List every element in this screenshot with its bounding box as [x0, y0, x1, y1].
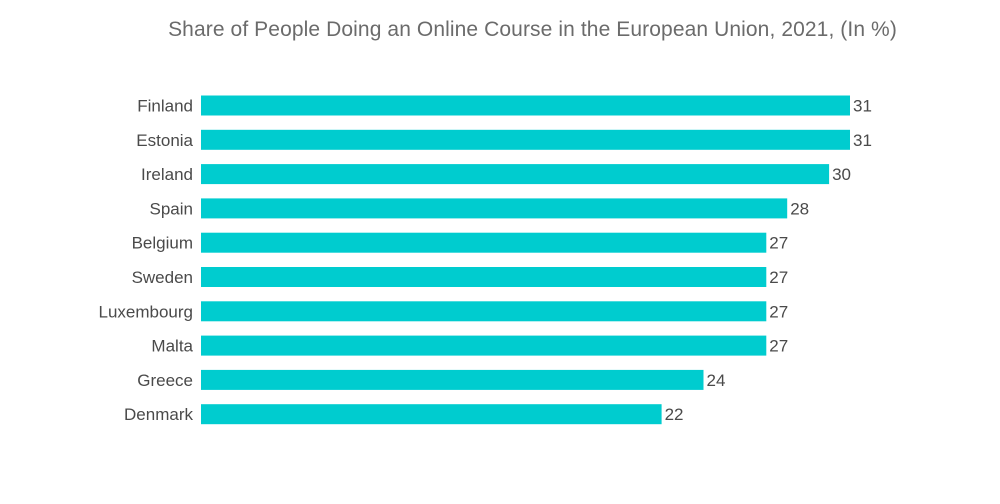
- category-label-belgium: Belgium: [132, 234, 193, 253]
- value-label-estonia: 31: [853, 131, 872, 150]
- bar-ireland: [201, 164, 830, 185]
- category-labels: Finland Estonia Ireland Spain Belgium Sweden L…: [98, 97, 193, 425]
- category-label-sweden: Sweden: [132, 268, 193, 287]
- value-label-luxembourg: 27: [769, 302, 788, 321]
- bar-sweden: [201, 267, 767, 287]
- category-label-luxembourg: Luxembourg: [98, 302, 193, 321]
- value-label-finland: 31: [853, 97, 872, 116]
- bar-group: [201, 95, 850, 425]
- chart-title: Share of People Doing an Online Course i…: [168, 18, 897, 41]
- category-label-ireland: Ireland: [141, 165, 193, 184]
- category-label-malta: Malta: [151, 337, 193, 356]
- bar-belgium: [201, 232, 767, 253]
- category-label-estonia: Estonia: [136, 131, 193, 150]
- bar-greece: [201, 369, 704, 390]
- value-label-spain: 28: [790, 199, 809, 218]
- value-label-ireland: 30: [832, 165, 851, 184]
- category-label-greece: Greece: [137, 371, 193, 390]
- bar-finland: [201, 95, 850, 116]
- category-label-finland: Finland: [137, 97, 193, 116]
- bar-malta: [201, 335, 767, 356]
- value-label-sweden: 27: [769, 268, 788, 287]
- value-label-malta: 27: [769, 337, 788, 356]
- value-label-denmark: 22: [665, 405, 684, 424]
- category-label-denmark: Denmark: [124, 405, 193, 424]
- category-label-spain: Spain: [150, 199, 193, 218]
- bar-spain: [201, 198, 788, 219]
- value-label-greece: 24: [707, 371, 726, 390]
- bar-luxembourg: [201, 301, 767, 322]
- bar-denmark: [201, 404, 662, 425]
- bar-estonia: [201, 129, 850, 150]
- value-label-belgium: 27: [769, 234, 788, 253]
